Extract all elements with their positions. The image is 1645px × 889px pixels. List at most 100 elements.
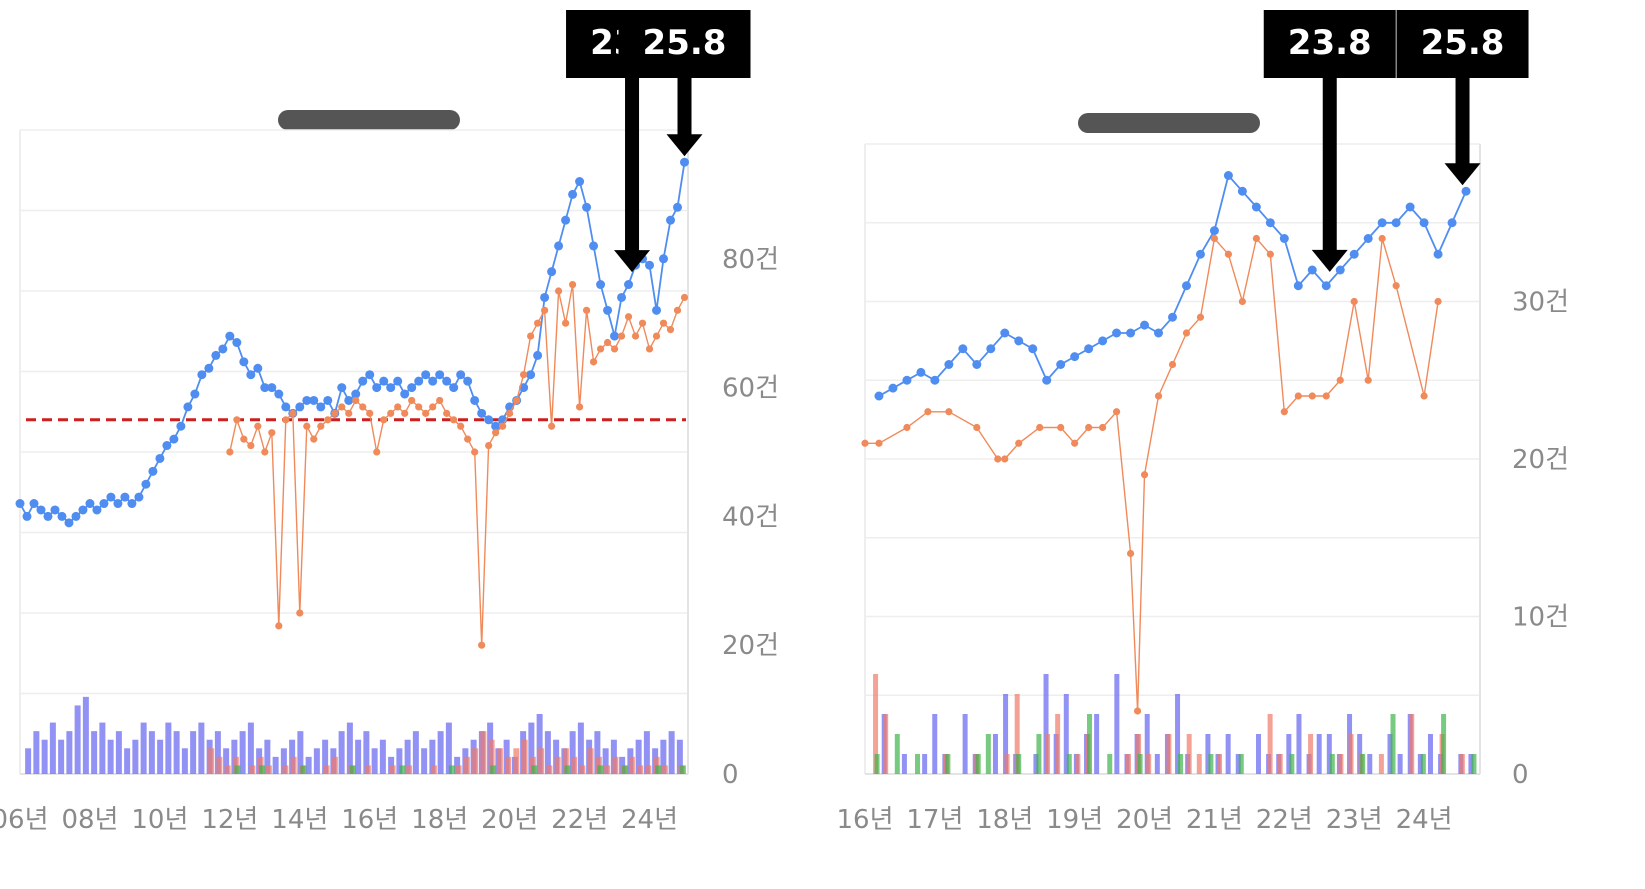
data-point	[568, 280, 577, 289]
volume-bar	[115, 731, 122, 774]
data-point	[485, 441, 493, 450]
data-point	[1377, 218, 1387, 228]
volume-bar	[249, 765, 256, 774]
volume-bar	[259, 765, 266, 774]
data-point	[225, 331, 235, 341]
volume-bar	[224, 765, 231, 774]
data-point	[442, 376, 452, 386]
data-point	[1182, 329, 1191, 337]
data-point	[218, 344, 228, 354]
data-point	[1098, 336, 1108, 346]
volume-bar	[58, 739, 65, 774]
data-point	[1350, 297, 1358, 306]
data-point	[1181, 281, 1191, 291]
volume-bar	[1045, 734, 1051, 774]
volume-bar	[1217, 754, 1223, 774]
volume-bar	[1267, 714, 1273, 774]
data-point	[916, 367, 926, 377]
y-tick-label: 30건	[1512, 288, 1569, 318]
volume-bar	[602, 748, 609, 774]
x-tick-label: 14년	[271, 805, 328, 835]
volume-bar	[1238, 754, 1244, 774]
volume-bar	[280, 748, 287, 774]
volume-bar	[571, 756, 578, 774]
data-point	[414, 376, 424, 386]
x-tick-label: 24년	[1396, 805, 1453, 835]
data-point	[673, 306, 682, 314]
data-point	[1057, 423, 1065, 432]
volume-bar	[679, 765, 686, 774]
volume-bar	[41, 739, 48, 774]
data-point	[64, 518, 74, 528]
volume-bar	[1154, 754, 1160, 774]
data-point	[666, 326, 675, 334]
volume-bar	[637, 765, 644, 774]
data-point	[310, 435, 318, 443]
data-point	[365, 370, 375, 380]
header-pill	[278, 110, 460, 130]
data-point	[645, 345, 654, 353]
volume-bar	[363, 731, 370, 774]
data-point	[400, 389, 410, 399]
data-point	[603, 338, 612, 347]
volume-bar	[198, 722, 205, 774]
volume-bar	[945, 754, 951, 774]
volume-bar	[421, 748, 428, 774]
x-tick-label: 19년	[1046, 805, 1103, 835]
volume-bar	[536, 714, 543, 774]
volume-bar	[165, 722, 172, 774]
volume-bar	[628, 756, 635, 774]
volume-bar	[604, 765, 611, 774]
data-point	[141, 479, 151, 489]
data-point	[260, 383, 270, 393]
data-point	[548, 422, 556, 430]
volume-bar	[1063, 694, 1069, 774]
volume-bar	[208, 748, 215, 774]
data-point	[1140, 471, 1149, 479]
volume-bar	[587, 748, 594, 774]
data-point	[973, 423, 981, 432]
callout-box	[1396, 10, 1529, 78]
data-point	[888, 383, 898, 393]
data-point	[372, 383, 382, 393]
data-point	[631, 332, 640, 340]
data-point	[1133, 707, 1142, 715]
volume-bar	[406, 765, 413, 774]
volume-bar	[349, 765, 356, 774]
y-tick-label: 40건	[722, 502, 779, 532]
volume-bar	[1235, 754, 1241, 774]
volume-bar	[448, 765, 455, 774]
data-point	[226, 448, 234, 456]
data-point	[134, 492, 144, 502]
data-point	[1265, 218, 1275, 228]
data-point	[43, 511, 53, 521]
data-point	[359, 403, 367, 411]
data-point	[15, 499, 25, 509]
data-point	[190, 389, 200, 399]
data-point	[492, 429, 500, 437]
x-tick-label: 06년	[0, 805, 49, 835]
volume-bar	[1329, 754, 1335, 774]
volume-bar	[546, 765, 553, 774]
data-point	[387, 409, 395, 417]
volume-bar	[25, 748, 32, 774]
volume-bar	[107, 739, 114, 774]
data-point	[337, 383, 347, 393]
data-point	[554, 241, 564, 251]
data-point	[1308, 392, 1316, 400]
data-point	[589, 241, 599, 251]
data-point	[1224, 250, 1233, 258]
data-point	[1279, 234, 1289, 243]
volume-bar	[223, 748, 230, 774]
data-point	[296, 609, 304, 617]
data-point	[1042, 375, 1052, 385]
data-point	[944, 360, 954, 369]
volume-bar	[455, 765, 462, 774]
callout-arrowhead	[666, 134, 703, 157]
data-point	[575, 177, 585, 187]
volume-bar	[389, 765, 396, 774]
data-point	[239, 357, 249, 367]
volume-bar	[74, 705, 81, 774]
data-point	[596, 280, 606, 290]
volume-bar	[323, 765, 330, 774]
